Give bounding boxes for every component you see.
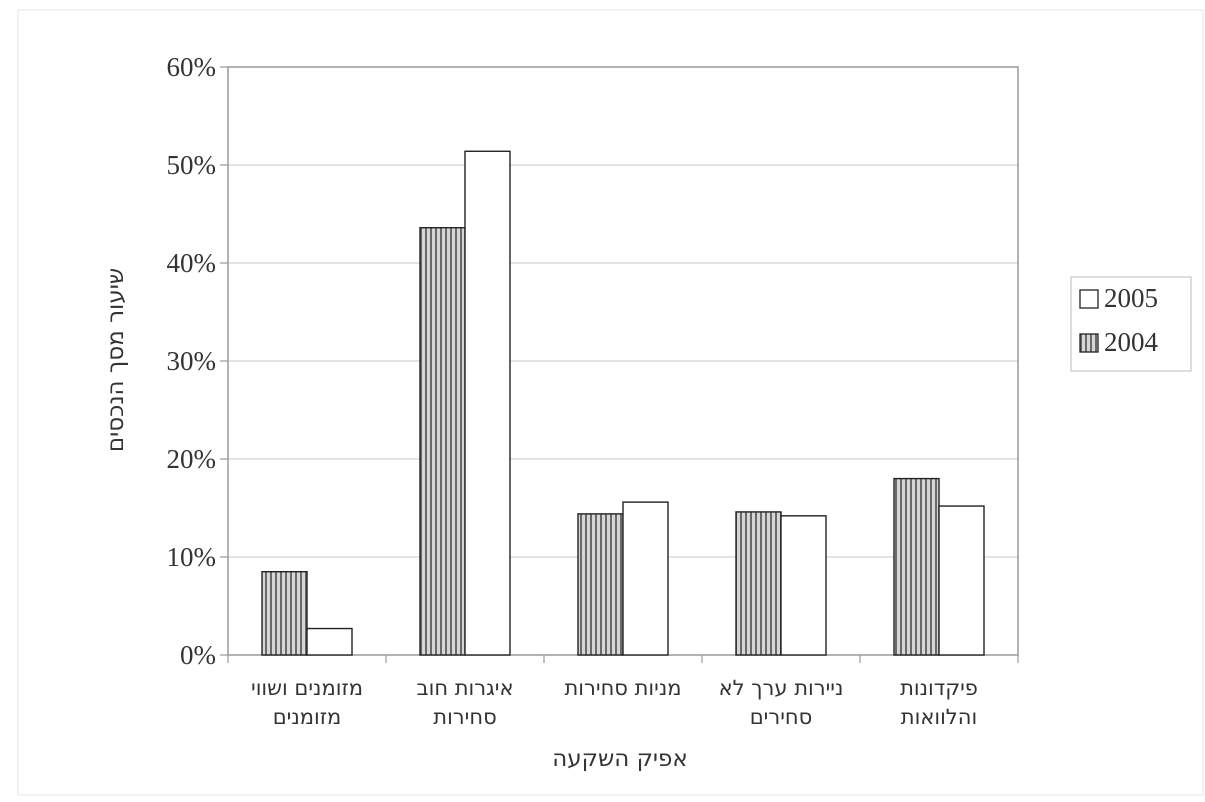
y-tick-label: 20% (167, 444, 217, 474)
legend-label-2004: 2004 (1104, 327, 1159, 357)
category-label: והלוואות (901, 705, 977, 729)
y-tick-label: 40% (167, 248, 217, 278)
y-tick-label: 10% (167, 542, 217, 572)
legend: 2005 2004 (1070, 276, 1192, 372)
bar-2005-1 (306, 627, 353, 656)
y-axis-title: שיעור מסך הנכסים (103, 268, 129, 452)
bar-2004-1 (261, 571, 308, 656)
category-label: סחירות (433, 705, 496, 729)
category-label: פיקדונות (900, 676, 978, 700)
y-tick-label: 60% (167, 52, 217, 82)
legend-label-2005: 2005 (1104, 283, 1158, 313)
bar-2004-2 (419, 227, 466, 656)
bar-2004-4 (735, 511, 782, 656)
category-label: ניירות ערך לא (719, 676, 844, 700)
outer-frame (17, 9, 1204, 796)
bar-2004-3 (577, 513, 624, 656)
bar-2005-4 (780, 515, 827, 656)
bar-2005-3 (622, 501, 669, 656)
category-label: מזומנים (273, 705, 342, 729)
y-tick-label: 0% (180, 640, 216, 670)
y-tick-label: 50% (167, 150, 217, 180)
bar-2005-2 (464, 150, 511, 656)
x-axis-title: אפיק השקעה (552, 746, 688, 772)
category-label: איגרות חוב (416, 676, 513, 700)
x-axis-categories: מזומנים ושווי מזומנים איגרות חוב סחירות מניו… (227, 655, 1019, 729)
gridlines (228, 164, 1018, 558)
legend-swatch-2004 (1079, 333, 1099, 353)
category-label: מזומנים ושווי (251, 676, 363, 700)
category-label: מניות סחירות (565, 676, 682, 700)
bars (261, 150, 985, 656)
bar-2004-5 (893, 477, 940, 656)
bar-2005-5 (938, 505, 985, 656)
y-tick-label: 30% (167, 346, 217, 376)
category-label: סחירים (750, 705, 813, 729)
y-axis-ticks: 0% 10% 20% 30% 40% 50% 60% (167, 52, 228, 670)
legend-swatch-2005 (1079, 289, 1099, 309)
